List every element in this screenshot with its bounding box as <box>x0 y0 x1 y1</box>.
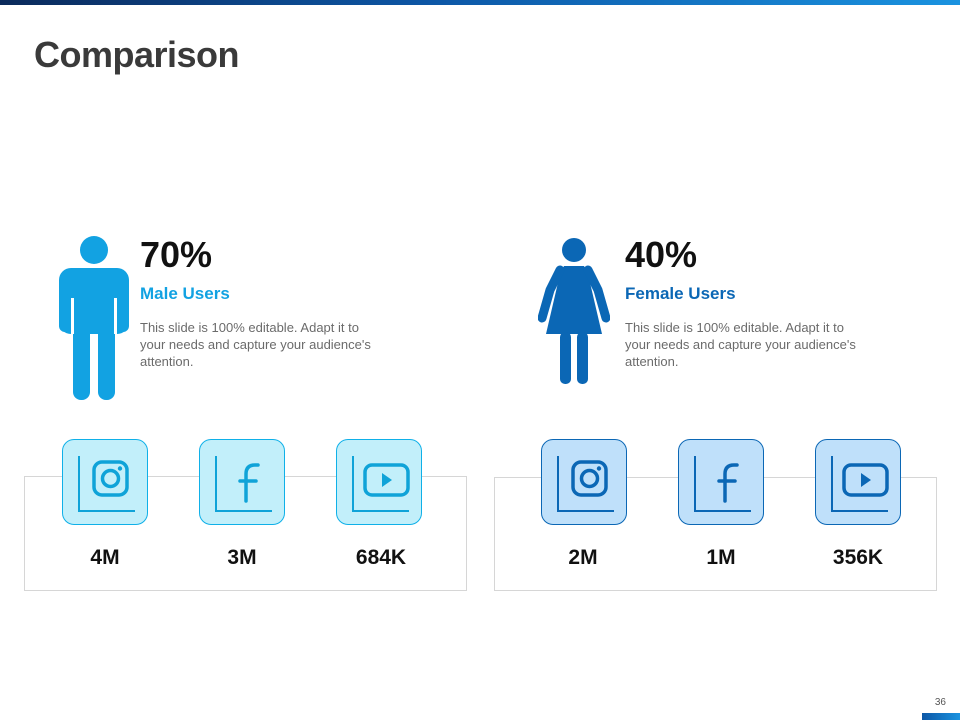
facebook-icon <box>215 456 272 512</box>
male-facebook-tile[interactable] <box>199 439 285 525</box>
female-youtube-value: 356K <box>832 546 884 569</box>
youtube-icon <box>352 456 410 512</box>
male-percent: 70% <box>140 234 213 275</box>
female-instagram-value: 2M <box>568 546 598 569</box>
instagram-icon <box>78 456 135 512</box>
male-description: This slide is 100% editable. Adapt it to… <box>140 320 371 369</box>
top-accent-bar <box>0 0 960 5</box>
male-users-label: Male Users <box>140 284 230 303</box>
facebook-icon <box>694 456 751 512</box>
female-description: This slide is 100% editable. Adapt it to… <box>625 320 856 369</box>
page-number: 36 <box>934 697 946 708</box>
female-instagram-tile[interactable] <box>541 439 627 525</box>
male-instagram-value: 4M <box>90 546 120 569</box>
page-title: Comparison <box>34 34 240 75</box>
male-facebook-value: 3M <box>227 546 257 569</box>
page-accent-bar <box>922 713 960 720</box>
female-facebook-value: 1M <box>706 546 736 569</box>
male-youtube-value: 684K <box>355 546 407 569</box>
youtube-icon <box>831 456 889 512</box>
male-youtube-tile[interactable] <box>336 439 422 525</box>
male-instagram-tile[interactable] <box>62 439 148 525</box>
female-percent: 40% <box>625 234 698 275</box>
female-facebook-tile[interactable] <box>678 439 764 525</box>
female-users-label: Female Users <box>625 284 736 303</box>
instagram-icon <box>557 456 614 512</box>
male-user-icon <box>59 236 129 400</box>
female-youtube-tile[interactable] <box>815 439 901 525</box>
female-user-icon <box>538 238 610 384</box>
